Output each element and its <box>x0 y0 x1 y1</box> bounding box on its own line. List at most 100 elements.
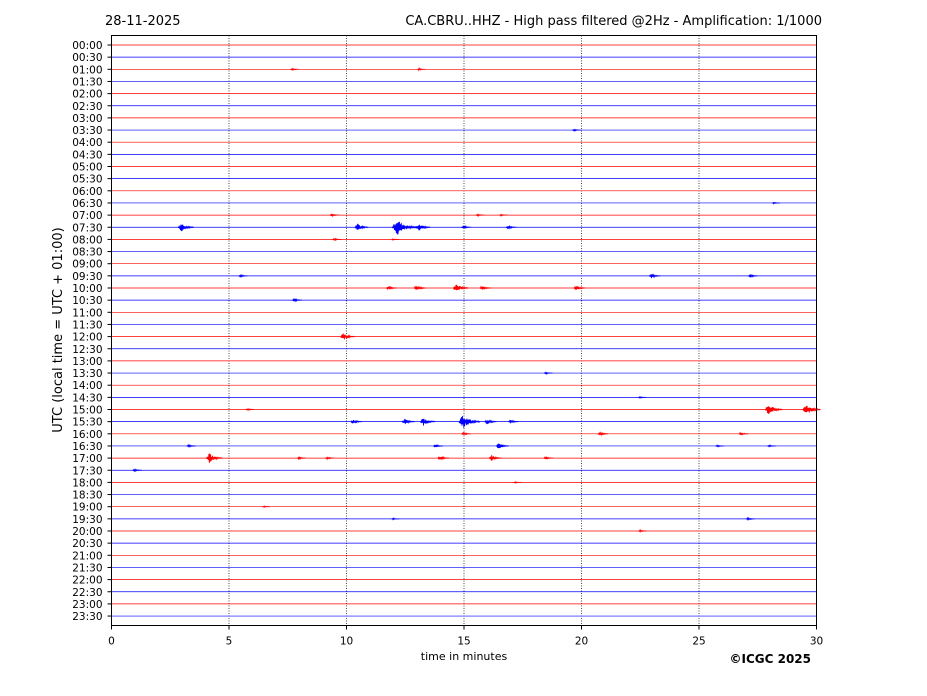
y-tick-label-09:00: 09:00 <box>72 259 102 271</box>
seismic-event-15:30-31 <box>401 418 415 425</box>
seismic-event-07:30-12 <box>505 224 517 230</box>
vertical-grid-lines <box>228 35 700 626</box>
seismic-event-10:30-23 <box>292 297 303 303</box>
seismic-event-03:30-2 <box>572 128 581 133</box>
seismic-event-15:30-30 <box>350 419 363 424</box>
seismic-event-10:00-21 <box>479 285 492 291</box>
seismic-event-07:30-10 <box>415 224 431 231</box>
y-tick-label-08:30: 08:30 <box>72 247 102 259</box>
seismic-event-08:00-14 <box>391 238 400 241</box>
seismic-event-15:30-33 <box>458 415 481 428</box>
y-tick-label-06:00: 06:00 <box>72 186 102 198</box>
x-tick-label-5: 5 <box>226 636 233 648</box>
seismic-event-07:30-8 <box>354 223 369 230</box>
y-tick-label-18:30: 18:30 <box>72 490 102 502</box>
y-axis: 00:0000:3001:0001:3002:0002:3003:0003:30… <box>72 40 112 623</box>
x-axis: 0 5 10 15 20 25 30 <box>108 625 823 648</box>
y-tick-label-17:30: 17:30 <box>72 465 102 477</box>
seismic-event-18:00-51 <box>513 480 522 484</box>
y-tick-label-12:00: 12:00 <box>72 332 102 344</box>
y-tick-label-01:00: 01:00 <box>72 64 102 76</box>
y-tick-label-03:30: 03:30 <box>72 125 102 137</box>
y-tick-label-15:00: 15:00 <box>72 405 102 417</box>
y-tick-label-07:00: 07:00 <box>72 210 102 222</box>
y-tick-label-23:00: 23:00 <box>72 599 102 611</box>
y-tick-label-10:30: 10:30 <box>72 295 102 307</box>
seismic-event-07:00-6 <box>499 213 508 218</box>
copyright-label: ©ICGC 2025 <box>729 652 811 666</box>
seismic-event-07:30-9 <box>391 221 417 235</box>
seismic-event-14:30-26 <box>638 396 647 399</box>
seismic-event-16:00-37 <box>597 431 609 437</box>
seismic-event-15:30-35 <box>508 419 520 424</box>
seismic-event-17:30-50 <box>132 468 142 473</box>
seismic-event-10:00-18 <box>385 285 397 291</box>
seismic-event-17:00-45 <box>297 455 307 461</box>
seismic-traces <box>111 44 817 617</box>
seismic-event-16:30-41 <box>495 443 509 449</box>
seismic-event-17:00-46 <box>325 456 335 461</box>
x-axis-label: time in minutes <box>421 650 508 663</box>
seismic-event-17:00-49 <box>543 455 554 460</box>
y-tick-label-05:30: 05:30 <box>72 174 102 186</box>
y-tick-label-01:30: 01:30 <box>72 76 102 88</box>
seismic-event-16:30-40 <box>433 443 444 448</box>
seismic-event-07:30-7 <box>177 224 194 232</box>
seismic-event-16:30-42 <box>715 444 725 448</box>
seismic-event-16:00-38 <box>738 432 749 436</box>
seismic-event-15:30-34 <box>484 419 497 425</box>
y-tick-label-20:30: 20:30 <box>72 538 102 550</box>
x-tick-label-10: 10 <box>340 636 353 648</box>
x-tick-label-30: 30 <box>810 636 823 648</box>
y-tick-label-11:00: 11:00 <box>72 307 102 319</box>
y-tick-label-06:30: 06:30 <box>72 198 102 210</box>
x-tick-label-20: 20 <box>575 636 588 648</box>
y-tick-label-13:00: 13:00 <box>72 356 102 368</box>
y-tick-label-05:00: 05:00 <box>72 162 102 174</box>
seismic-event-10:00-19 <box>413 285 427 290</box>
y-tick-label-12:30: 12:30 <box>72 344 102 356</box>
y-tick-label-08:00: 08:00 <box>72 234 102 246</box>
y-tick-label-15:30: 15:30 <box>72 417 102 429</box>
seismic-event-13:30-25 <box>543 371 553 376</box>
seismic-event-07:00-5 <box>475 213 485 218</box>
y-tick-label-03:00: 03:00 <box>72 113 102 125</box>
seismic-event-15:00-29 <box>802 405 821 413</box>
seismic-event-07:30-11 <box>461 224 472 229</box>
y-tick-label-14:00: 14:00 <box>72 380 102 392</box>
y-tick-label-10:00: 10:00 <box>72 283 102 295</box>
seismic-event-20:00-55 <box>638 528 647 533</box>
seismic-event-19:00-52 <box>262 505 271 508</box>
seismic-event-17:00-48 <box>488 455 502 461</box>
x-tick-label-15: 15 <box>457 636 470 648</box>
y-tick-label-00:00: 00:00 <box>72 40 102 52</box>
seismic-event-16:00-36 <box>461 431 472 436</box>
chart-title: CA.CBRU..HHZ - High pass filtered @2Hz -… <box>405 14 822 29</box>
y-tick-label-16:00: 16:00 <box>72 429 102 441</box>
seismic-event-09:30-17 <box>748 273 759 278</box>
seismic-event-15:30-32 <box>419 418 436 426</box>
y-axis-label: UTC (local time = UTC + 01:00) <box>51 227 66 432</box>
seismic-event-15:00-27 <box>245 407 255 411</box>
y-tick-label-14:30: 14:30 <box>72 392 102 404</box>
y-tick-label-18:00: 18:00 <box>72 477 102 489</box>
y-tick-label-17:00: 17:00 <box>72 453 102 465</box>
y-tick-label-09:30: 09:30 <box>72 271 102 283</box>
y-tick-label-21:30: 21:30 <box>72 562 102 574</box>
seismic-event-09:30-15 <box>238 274 248 278</box>
seismic-event-01:00-0 <box>290 67 299 71</box>
seismic-event-17:00-44 <box>205 453 223 463</box>
y-tick-label-00:30: 00:30 <box>72 52 102 64</box>
seismic-event-16:30-43 <box>767 444 776 448</box>
y-tick-label-02:00: 02:00 <box>72 89 102 101</box>
seismic-event-01:00-1 <box>417 66 426 72</box>
seismic-event-15:00-28 <box>764 406 783 415</box>
x-tick-label-25: 25 <box>692 636 705 648</box>
y-tick-label-21:00: 21:00 <box>72 550 102 562</box>
y-tick-label-04:30: 04:30 <box>72 149 102 161</box>
y-tick-label-04:00: 04:00 <box>72 137 102 149</box>
seismic-event-16:30-39 <box>186 443 196 449</box>
y-tick-label-16:30: 16:30 <box>72 441 102 453</box>
y-tick-label-23:30: 23:30 <box>72 611 102 623</box>
